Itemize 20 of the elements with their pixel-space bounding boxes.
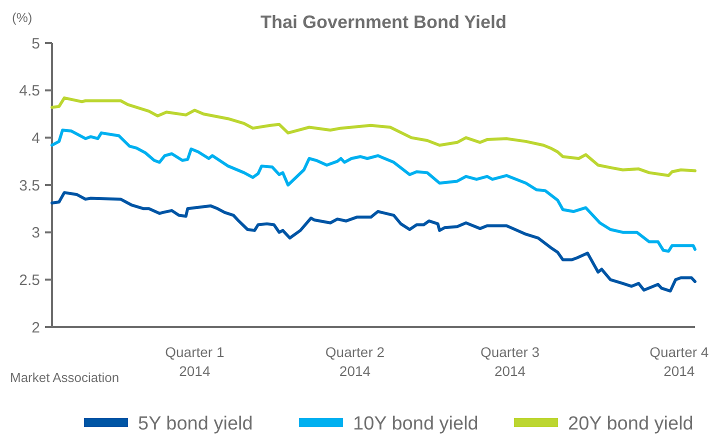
y-tick-label: 2.5 [19, 272, 40, 289]
x-tick-label: Quarter 4 2014 [650, 344, 709, 379]
x-tick-label: Quarter 2 2014 [325, 344, 385, 379]
legend-label: 20Y bond yield [568, 414, 694, 435]
y-tick-label: 2 [32, 319, 40, 336]
line-series [50, 128, 696, 253]
x-tick-label: Quarter 1 2014 [165, 344, 224, 379]
line-series [50, 191, 696, 293]
y-tick-label: 4.5 [19, 82, 40, 100]
line-series [50, 96, 696, 178]
y-tick-label: 3 [32, 224, 40, 242]
y-tick-label: 3.5 [19, 177, 40, 194]
y-tick-label: 4 [32, 130, 40, 147]
x-tick-label: Quarter 3 2014 [480, 344, 540, 379]
y-tick-label: 5 [32, 35, 40, 52]
text: Market Association [10, 370, 120, 385]
legend-label: 10Y bond yield [353, 414, 478, 435]
chart-title: Thai Government Bond Yield [260, 12, 507, 32]
legend-label: 5Y bond yield [138, 414, 253, 435]
y-axis-title: (%) [12, 10, 32, 25]
